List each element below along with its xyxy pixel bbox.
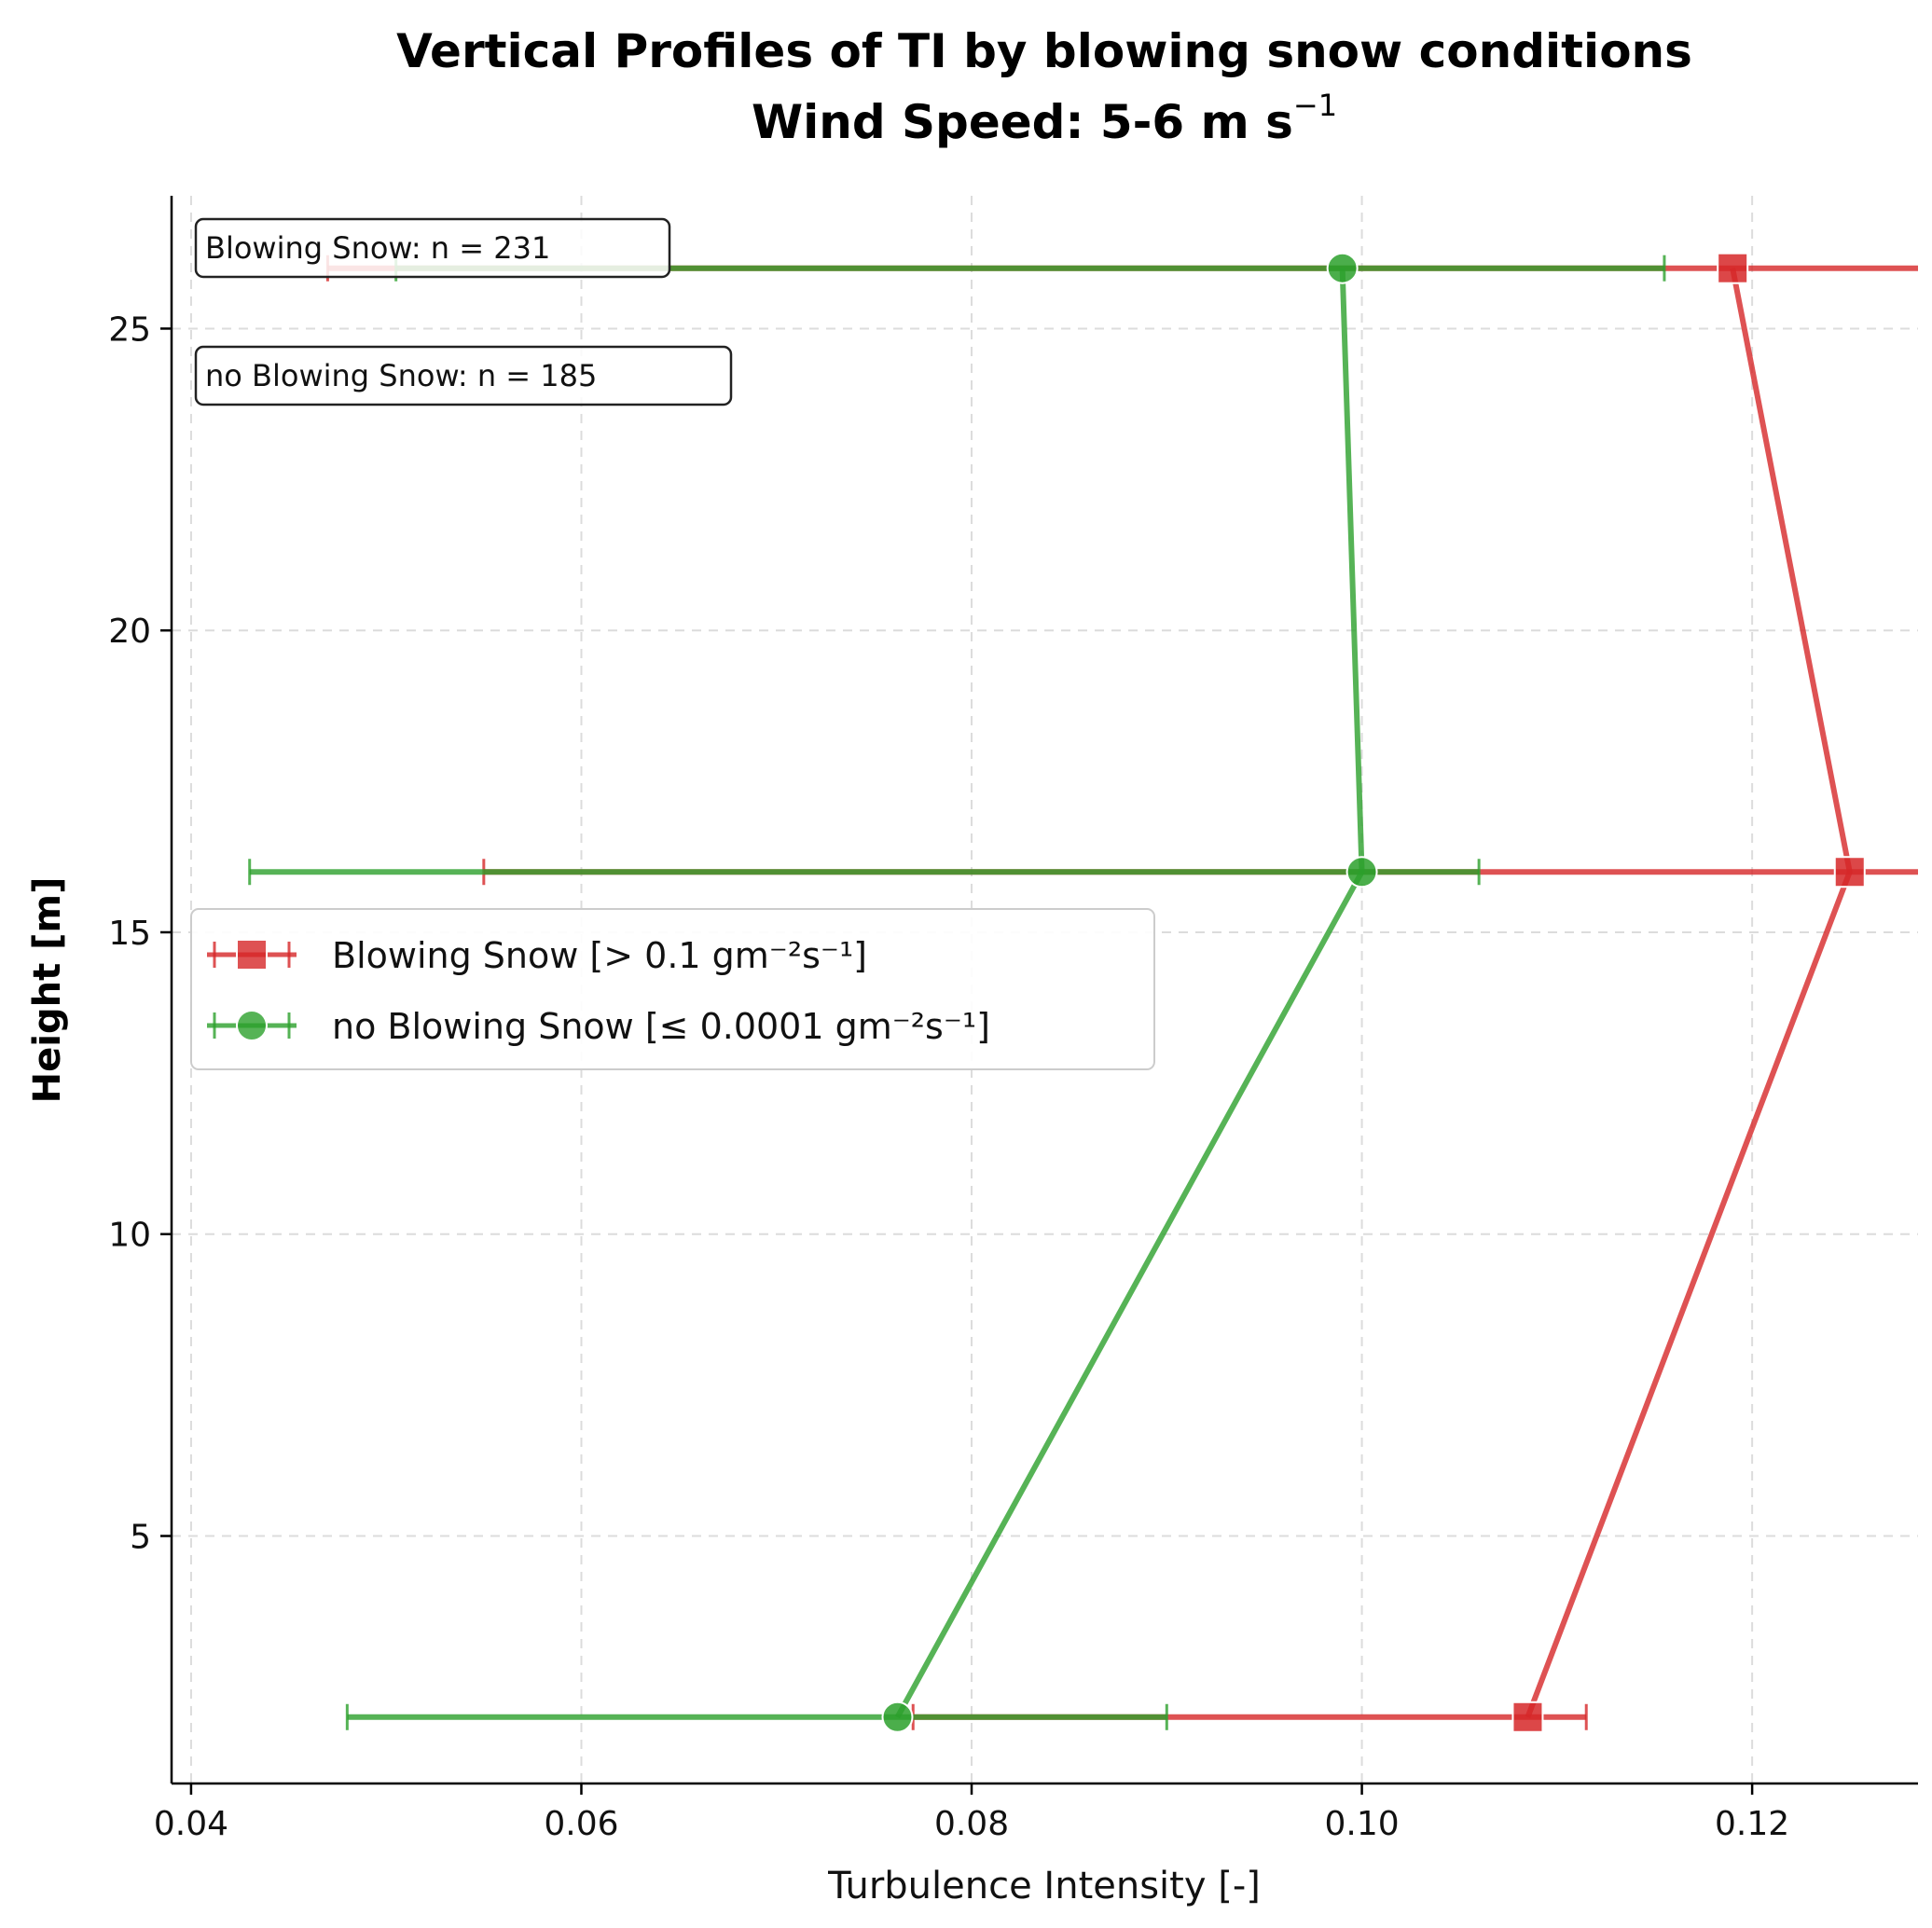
y-tick-label: 25 bbox=[108, 310, 151, 349]
x-tick-label: 0.12 bbox=[1715, 1805, 1789, 1843]
x-ticks: 0.04 0.06 0.08 0.10 0.12 bbox=[154, 1783, 1789, 1843]
data-point-circle bbox=[1326, 252, 1359, 284]
annotation-blowing-snow-count: Blowing Snow: n = 231 bbox=[194, 217, 671, 279]
x-axis-label: Turbulence Intensity [-] bbox=[827, 1865, 1261, 1907]
legend-label-no-blowing-snow: no Blowing Snow [≤ 0.0001 gm⁻²s⁻¹] bbox=[332, 1006, 990, 1047]
y-tick-label: 15 bbox=[108, 915, 151, 953]
x-tick-label: 0.06 bbox=[544, 1805, 618, 1843]
legend-frame bbox=[190, 908, 1155, 1070]
profile-line bbox=[1525, 268, 1853, 1718]
legend: Blowing Snow [> 0.1 gm⁻²s⁻¹] no Blowing … bbox=[190, 908, 1155, 1070]
legend-item-no-blowing-snow: no Blowing Snow [≤ 0.0001 gm⁻²s⁻¹] bbox=[207, 1006, 990, 1047]
data-point-circle bbox=[1346, 856, 1378, 888]
chart-title-superscript: −1 bbox=[1293, 88, 1337, 123]
data-point-circle bbox=[881, 1701, 914, 1733]
svg-text:no Blowing Snow: n = 185: no Blowing Snow: n = 185 bbox=[205, 358, 597, 393]
chart-title-line2: Wind Speed: 5-6 m s−1 bbox=[752, 88, 1337, 149]
legend-label-blowing-snow: Blowing Snow [> 0.1 gm⁻²s⁻¹] bbox=[332, 935, 867, 976]
svg-text:Blowing Snow: n = 231: Blowing Snow: n = 231 bbox=[205, 230, 550, 266]
chart-title-line1: Vertical Profiles of TI by blowing snow … bbox=[396, 24, 1692, 78]
legend-item-blowing-snow: Blowing Snow [> 0.1 gm⁻²s⁻¹] bbox=[207, 935, 867, 976]
legend-square-marker bbox=[236, 939, 268, 971]
legend-circle-marker bbox=[236, 1010, 268, 1041]
y-ticks: 5 10 15 20 25 bbox=[108, 310, 172, 1557]
y-axis-label: Height [m] bbox=[26, 877, 69, 1104]
x-tick-label: 0.10 bbox=[1324, 1805, 1399, 1843]
data-point-square bbox=[1833, 856, 1866, 888]
series-layer bbox=[248, 252, 1918, 1733]
annotation-no-blowing-snow-count: no Blowing Snow: n = 185 bbox=[194, 345, 733, 406]
y-tick-label: 20 bbox=[108, 613, 151, 651]
x-tick-label: 0.08 bbox=[934, 1805, 1009, 1843]
x-tick-label: 0.04 bbox=[154, 1805, 228, 1843]
y-tick-label: 10 bbox=[108, 1217, 151, 1255]
data-point-square bbox=[1511, 1701, 1544, 1733]
y-tick-label: 5 bbox=[130, 1519, 151, 1557]
data-point-square bbox=[1717, 252, 1749, 284]
